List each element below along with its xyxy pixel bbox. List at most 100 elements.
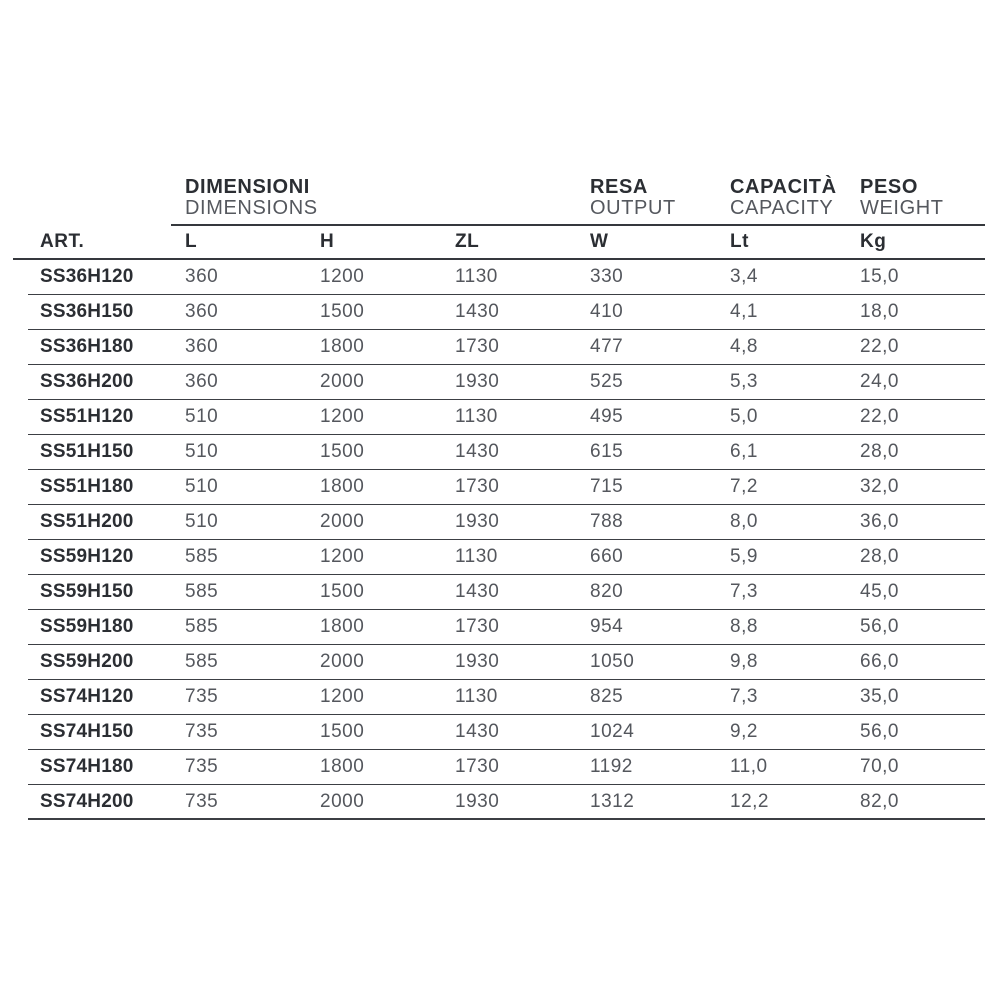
cell-h: 1800 <box>320 616 365 637</box>
column-header-w: W <box>590 231 609 252</box>
cell-w: 495 <box>590 406 624 427</box>
table-row: SS51H180 510 1800 1730 715 7,2 32,0 <box>28 470 985 505</box>
cell-w: 715 <box>590 476 624 497</box>
cell-art: SS59H180 <box>40 616 134 637</box>
cell-l: 510 <box>185 441 219 462</box>
cell-kg: 22,0 <box>860 336 899 357</box>
cell-lt: 8,8 <box>730 616 758 637</box>
table-row: SS36H200 360 2000 1930 525 5,3 24,0 <box>28 365 985 400</box>
cell-kg: 56,0 <box>860 721 899 742</box>
cell-kg: 56,0 <box>860 616 899 637</box>
table-row: SS59H180 585 1800 1730 954 8,8 56,0 <box>28 610 985 645</box>
cell-lt: 12,2 <box>730 790 769 812</box>
cell-lt: 11,0 <box>730 756 768 777</box>
cell-l: 510 <box>185 511 219 532</box>
cell-zl: 1130 <box>455 266 498 287</box>
cell-art: SS51H150 <box>40 441 134 462</box>
table-row: SS74H120 735 1200 1130 825 7,3 35,0 <box>28 680 985 715</box>
cell-h: 1500 <box>320 721 365 742</box>
cell-zl: 1430 <box>455 581 500 602</box>
cell-l: 360 <box>185 371 219 392</box>
cell-l: 585 <box>185 616 219 637</box>
cell-lt: 3,4 <box>730 266 758 287</box>
table-body: SS36H120 360 1200 1130 330 3,4 15,0 SS36H150 360… <box>28 260 985 820</box>
cell-art: SS74H150 <box>40 721 134 742</box>
cell-w: 410 <box>590 301 624 322</box>
cell-w: 477 <box>590 336 624 357</box>
cell-lt: 9,2 <box>730 721 758 742</box>
group-output-label-en: OUTPUT <box>590 197 676 219</box>
table-row: SS59H150 585 1500 1430 820 7,3 45,0 <box>28 575 985 610</box>
cell-art: SS36H180 <box>40 336 134 357</box>
cell-art: SS36H120 <box>40 266 134 287</box>
cell-l: 735 <box>185 756 219 777</box>
cell-l: 735 <box>185 686 219 707</box>
cell-art: SS59H150 <box>40 581 134 602</box>
cell-kg: 45,0 <box>860 581 899 602</box>
cell-zl: 1730 <box>455 476 500 497</box>
cell-zl: 1130 <box>455 686 498 707</box>
column-header-kg: Kg <box>860 231 887 252</box>
cell-art: SS51H180 <box>40 476 134 497</box>
group-header-band: DIMENSIONI DIMENSIONS RESA OUTPUT CAPACI… <box>13 176 985 224</box>
group-dimensions-label-en: DIMENSIONS <box>185 197 318 219</box>
cell-h: 1200 <box>320 266 365 287</box>
table-row: SS74H200 735 2000 1930 1312 12,2 82,0 <box>28 785 985 820</box>
group-output: RESA OUTPUT <box>590 177 676 219</box>
column-header-h: H <box>320 231 335 252</box>
cell-w: 1192 <box>590 756 633 777</box>
cell-art: SS59H120 <box>40 546 134 567</box>
cell-l: 585 <box>185 581 219 602</box>
group-weight: PESO WEIGHT <box>860 177 944 219</box>
group-output-label-it: RESA <box>590 176 648 198</box>
cell-w: 660 <box>590 546 624 567</box>
cell-kg: 24,0 <box>860 371 899 392</box>
column-header-l: L <box>185 231 198 252</box>
cell-art: SS74H120 <box>40 686 134 707</box>
cell-h: 1500 <box>320 301 365 322</box>
cell-h: 1800 <box>320 476 365 497</box>
cell-lt: 5,3 <box>730 371 758 392</box>
cell-lt: 7,3 <box>730 686 758 707</box>
cell-h: 2000 <box>320 511 365 532</box>
cell-l: 360 <box>185 266 219 287</box>
cell-l: 510 <box>185 406 219 427</box>
table-row: SS59H200 585 2000 1930 1050 9,8 66,0 <box>28 645 985 680</box>
cell-lt: 8,0 <box>730 511 758 532</box>
table-row: SS51H200 510 2000 1930 788 8,0 36,0 <box>28 505 985 540</box>
cell-h: 1200 <box>320 686 365 707</box>
group-weight-label-it: PESO <box>860 176 918 198</box>
group-dimensions-label-it: DIMENSIONI <box>185 176 310 198</box>
cell-zl: 1130 <box>455 406 498 427</box>
cell-zl: 1130 <box>455 546 498 567</box>
cell-zl: 1430 <box>455 441 500 462</box>
cell-art: SS59H200 <box>40 651 134 672</box>
cell-art: SS51H200 <box>40 511 134 532</box>
cell-h: 2000 <box>320 790 365 812</box>
cell-h: 1200 <box>320 406 365 427</box>
cell-zl: 1730 <box>455 756 500 777</box>
cell-kg: 18,0 <box>860 301 899 322</box>
cell-w: 330 <box>590 266 624 287</box>
table-row: SS74H150 735 1500 1430 1024 9,2 56,0 <box>28 715 985 750</box>
table-row: SS36H180 360 1800 1730 477 4,8 22,0 <box>28 330 985 365</box>
cell-l: 510 <box>185 476 219 497</box>
cell-w: 825 <box>590 686 624 707</box>
table-row: SS51H150 510 1500 1430 615 6,1 28,0 <box>28 435 985 470</box>
table-row: SS51H120 510 1200 1130 495 5,0 22,0 <box>28 400 985 435</box>
cell-zl: 1730 <box>455 616 500 637</box>
cell-kg: 15,0 <box>860 266 899 287</box>
cell-kg: 82,0 <box>860 790 899 812</box>
group-header-underline <box>171 224 985 226</box>
cell-zl: 1930 <box>455 651 500 672</box>
table-row: SS36H150 360 1500 1430 410 4,1 18,0 <box>28 295 985 330</box>
cell-zl: 1930 <box>455 511 500 532</box>
group-capacity-label-it: CAPACITÀ <box>730 176 837 198</box>
column-header-art: ART. <box>40 231 85 252</box>
table-row: SS59H120 585 1200 1130 660 5,9 28,0 <box>28 540 985 575</box>
cell-art: SS74H200 <box>40 790 134 812</box>
cell-zl: 1730 <box>455 336 500 357</box>
cell-zl: 1930 <box>455 790 500 812</box>
cell-h: 2000 <box>320 651 365 672</box>
cell-l: 360 <box>185 301 219 322</box>
